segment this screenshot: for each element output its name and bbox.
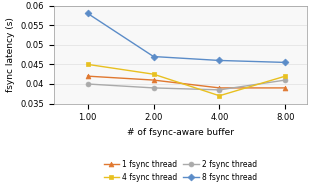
2 fsync thread xyxy=(152,87,155,89)
1 fsync thread xyxy=(217,87,221,89)
X-axis label: # of fsync-aware buffer: # of fsync-aware buffer xyxy=(127,128,234,137)
8 fsync thread xyxy=(152,56,155,58)
Line: 1 fsync thread: 1 fsync thread xyxy=(85,74,288,90)
8 fsync thread xyxy=(86,12,89,14)
8 fsync thread xyxy=(283,61,287,63)
2 fsync thread xyxy=(283,79,287,81)
Legend: 1 fsync thread, 4 fsync thread, 2 fsync thread, 8 fsync thread: 1 fsync thread, 4 fsync thread, 2 fsync … xyxy=(102,158,258,183)
1 fsync thread xyxy=(86,75,89,77)
Line: 4 fsync thread: 4 fsync thread xyxy=(85,62,288,98)
1 fsync thread xyxy=(283,87,287,89)
4 fsync thread xyxy=(152,73,155,75)
2 fsync thread xyxy=(86,83,89,85)
1 fsync thread xyxy=(152,79,155,81)
Line: 8 fsync thread: 8 fsync thread xyxy=(85,11,288,65)
8 fsync thread xyxy=(217,59,221,62)
Y-axis label: fsync latency (s): fsync latency (s) xyxy=(6,17,15,92)
2 fsync thread xyxy=(217,89,221,91)
4 fsync thread xyxy=(86,63,89,65)
4 fsync thread xyxy=(283,75,287,77)
Line: 2 fsync thread: 2 fsync thread xyxy=(85,78,288,92)
4 fsync thread xyxy=(217,95,221,97)
